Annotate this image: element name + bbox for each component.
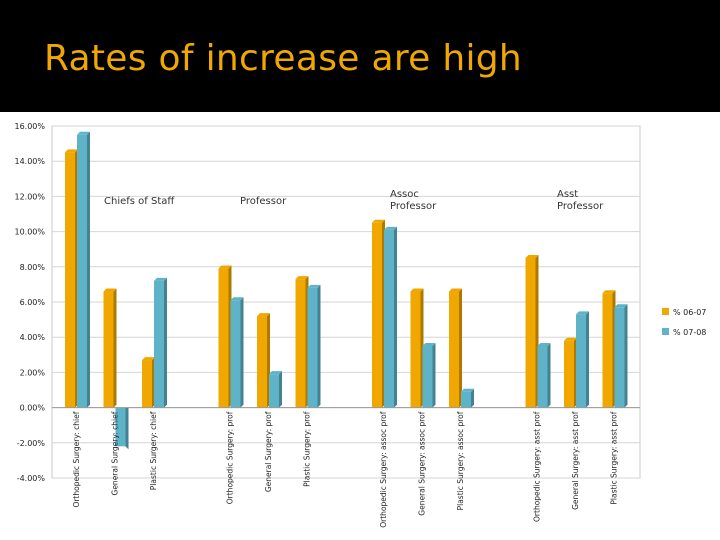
legend-swatch bbox=[662, 328, 669, 335]
bar-top bbox=[230, 297, 244, 301]
bar-top bbox=[449, 288, 462, 292]
bar-top bbox=[142, 357, 155, 361]
bar bbox=[564, 340, 574, 408]
bar-side bbox=[586, 311, 589, 408]
category-label: Plastic Surgery: prof bbox=[303, 411, 312, 487]
category-label: Plastic Surgery: assoc prof bbox=[456, 411, 465, 510]
bar-top bbox=[218, 265, 232, 269]
bar bbox=[218, 268, 229, 408]
bar-top bbox=[614, 304, 628, 308]
bar bbox=[269, 374, 279, 408]
y-tick-label: 16.00% bbox=[14, 122, 45, 131]
bar-top bbox=[65, 149, 78, 153]
bar bbox=[154, 280, 164, 408]
bar-top bbox=[461, 388, 474, 392]
bar-side bbox=[164, 277, 167, 408]
bar-top bbox=[410, 288, 424, 292]
bar-top bbox=[269, 371, 282, 375]
category-label: Orthopedic Surgery: assoc prof bbox=[379, 411, 388, 527]
bar-top bbox=[537, 343, 551, 346]
bar bbox=[372, 222, 382, 408]
bar-side bbox=[113, 288, 117, 408]
bar bbox=[65, 152, 75, 408]
bar bbox=[602, 293, 613, 408]
category-label: General Surgery: prof bbox=[264, 411, 273, 492]
category-label: General Surgery: chief bbox=[111, 411, 120, 495]
bar bbox=[614, 307, 625, 408]
slide-title: Rates of increase are high bbox=[44, 38, 523, 79]
bar-side bbox=[459, 288, 462, 408]
bar bbox=[537, 346, 548, 408]
bar-side bbox=[394, 226, 397, 408]
y-tick-label: 12.00% bbox=[14, 192, 45, 201]
bar-top bbox=[154, 277, 167, 281]
y-tick-label: 14.00% bbox=[14, 157, 45, 166]
chart-panel: 16.00% 14.00% 12.00% 10.00% 8.00% 6.00% 4.00% 2… bbox=[0, 112, 720, 540]
y-tick-label: 6.00% bbox=[20, 298, 46, 307]
bar bbox=[103, 291, 114, 408]
y-tick-label: -4.00% bbox=[17, 474, 46, 483]
bar bbox=[525, 258, 536, 408]
bar bbox=[230, 300, 241, 408]
legend-entry: % 07-08 bbox=[673, 328, 706, 337]
y-tick-label: 10.00% bbox=[14, 228, 45, 237]
bar-top bbox=[602, 290, 616, 294]
bar-side bbox=[87, 131, 90, 408]
category-label: General Surgery: asst prof bbox=[571, 411, 580, 510]
legend-swatch bbox=[662, 308, 669, 315]
bar-top bbox=[295, 276, 309, 280]
bar-top bbox=[422, 343, 436, 346]
bar-top bbox=[576, 311, 589, 315]
bar bbox=[295, 279, 306, 408]
category-label: Plastic Surgery: chief bbox=[149, 411, 158, 490]
bar bbox=[115, 407, 126, 447]
bar-top bbox=[384, 226, 397, 230]
bar-side bbox=[279, 371, 282, 408]
group-label: Chiefs of Staff bbox=[104, 196, 175, 207]
bar-side bbox=[547, 343, 551, 408]
group-label: Asst bbox=[557, 189, 578, 200]
bar-chart: 16.00% 14.00% 12.00% 10.00% 8.00% 6.00% 4.00% 2… bbox=[14, 122, 706, 528]
bar bbox=[77, 134, 87, 408]
bar-top bbox=[257, 313, 270, 317]
y-tick-label: 8.00% bbox=[20, 263, 46, 272]
bar bbox=[449, 291, 459, 408]
y-tick-label: 2.00% bbox=[20, 368, 46, 377]
bar-top bbox=[372, 219, 385, 223]
bar-side bbox=[471, 388, 474, 408]
bar bbox=[410, 291, 421, 408]
bar-top bbox=[77, 131, 90, 135]
bar-side bbox=[432, 343, 436, 408]
bar-top bbox=[564, 337, 577, 341]
bar-side bbox=[317, 284, 321, 408]
category-label: Orthopedic Surgery: chief bbox=[72, 411, 81, 507]
bar-side bbox=[240, 297, 244, 408]
y-tick-label: -2.00% bbox=[17, 439, 46, 448]
category-label: Orthopedic Surgery: prof bbox=[226, 411, 235, 504]
bar bbox=[576, 314, 586, 408]
bar bbox=[422, 346, 433, 408]
bar-side bbox=[624, 304, 628, 408]
bar-top bbox=[525, 255, 539, 258]
group-label: Assoc bbox=[390, 189, 419, 200]
category-label: Orthopedic Surgery: asst prof bbox=[533, 411, 542, 522]
bar bbox=[307, 287, 318, 408]
y-tick-label: 0.00% bbox=[20, 404, 46, 413]
bar bbox=[461, 391, 471, 408]
bar-top bbox=[307, 284, 321, 288]
group-label: Professor bbox=[240, 196, 287, 207]
bar-top bbox=[103, 288, 117, 292]
legend-entry: % 06-07 bbox=[673, 308, 706, 317]
bar bbox=[142, 360, 152, 408]
group-label: Professor bbox=[557, 201, 604, 212]
group-label: Professor bbox=[390, 201, 437, 212]
category-label: Plastic Surgery: asst prof bbox=[610, 411, 619, 504]
bar bbox=[257, 316, 267, 408]
y-tick-label: 4.00% bbox=[20, 333, 46, 342]
bar bbox=[384, 229, 394, 408]
category-label: General Surgery: assoc prof bbox=[418, 411, 427, 515]
bar-side bbox=[125, 407, 129, 450]
